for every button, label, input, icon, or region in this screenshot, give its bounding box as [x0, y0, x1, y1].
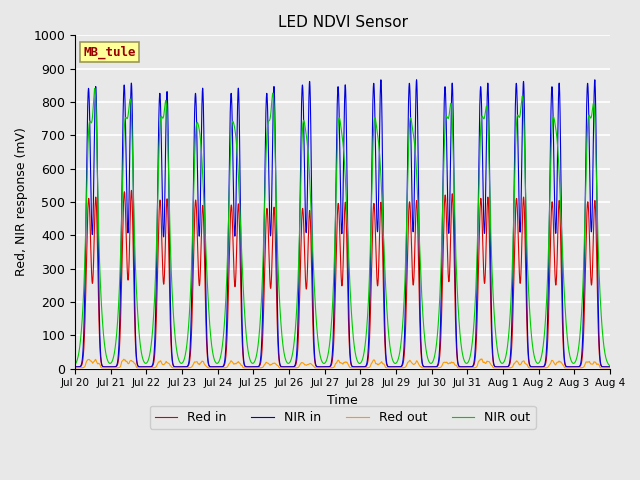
Red out [99, 365, 107, 371]
Legend: Red in, NIR in, Red out, NIR out: Red in, NIR in, Red out, NIR out [150, 406, 536, 429]
NIR in [71, 364, 79, 370]
NIR in [210, 364, 218, 370]
Red in [99, 364, 107, 370]
NIR in [397, 364, 404, 370]
NIR out [99, 330, 107, 336]
NIR out [606, 363, 614, 369]
Red in [353, 364, 360, 370]
Red in [71, 364, 79, 370]
Red in [127, 188, 135, 193]
NIR in [377, 77, 385, 83]
Line: Red out: Red out [75, 359, 610, 368]
NIR out [345, 261, 353, 267]
Red out [210, 365, 218, 371]
Red out [396, 365, 404, 371]
NIR out [71, 361, 79, 367]
NIR out [210, 354, 218, 360]
NIR in [99, 364, 107, 370]
NIR out [353, 356, 360, 361]
Red out [353, 365, 360, 371]
Y-axis label: Red, NIR response (mV): Red, NIR response (mV) [15, 128, 28, 276]
Red out [150, 365, 158, 371]
Title: LED NDVI Sensor: LED NDVI Sensor [278, 15, 408, 30]
Red in [150, 354, 158, 360]
Red out [345, 363, 353, 369]
Line: Red in: Red in [75, 191, 610, 367]
Text: MB_tule: MB_tule [83, 45, 136, 59]
Red out [478, 356, 486, 362]
Line: NIR out: NIR out [75, 88, 610, 366]
X-axis label: Time: Time [327, 394, 358, 407]
Red in [345, 334, 353, 339]
NIR out [91, 85, 99, 91]
NIR out [397, 346, 404, 351]
Red out [606, 365, 614, 371]
NIR in [606, 364, 614, 370]
NIR out [150, 296, 158, 302]
Red in [210, 364, 218, 370]
Red out [71, 365, 79, 371]
Red in [606, 364, 614, 370]
NIR in [345, 313, 353, 319]
Red in [397, 364, 404, 370]
NIR in [353, 364, 360, 370]
NIR in [150, 345, 158, 350]
Line: NIR in: NIR in [75, 80, 610, 367]
